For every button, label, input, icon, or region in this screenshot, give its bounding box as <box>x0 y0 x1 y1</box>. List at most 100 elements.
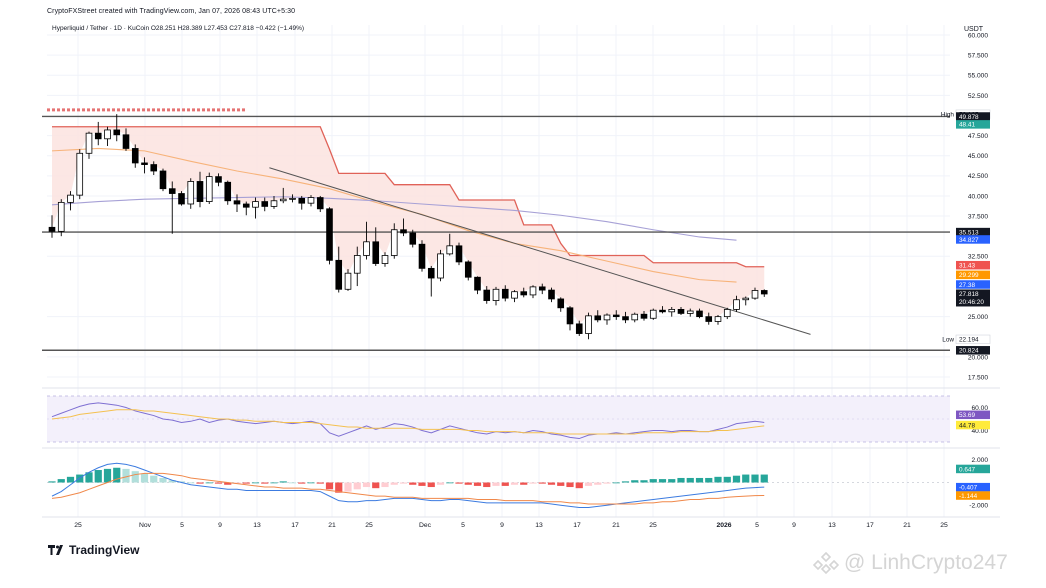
macd-histogram-bar <box>455 482 463 484</box>
macd-histogram-bar <box>140 473 149 483</box>
candle <box>714 315 722 325</box>
macd-histogram-bar <box>510 482 519 485</box>
candle-body <box>215 176 222 183</box>
candle <box>437 249 444 282</box>
candle-body <box>631 313 639 321</box>
macd-histogram-bar <box>668 479 676 483</box>
candle-body <box>270 200 278 207</box>
time-axis-layer[interactable]: 25 Nov 5 9 13 17 21 25 Dec 5 9 13 17 21 25 2026 5 9 13 17 21… <box>74 522 948 529</box>
macd-histogram-bar <box>529 482 537 484</box>
macd-line <box>51 462 765 508</box>
macd-histogram-bar <box>85 472 93 483</box>
candle-body <box>57 201 65 232</box>
candle-body <box>261 201 269 207</box>
macd-histogram-bar <box>686 477 694 483</box>
rsi-axis-badge-value: 44.78 <box>959 422 975 429</box>
candle-body <box>686 310 694 314</box>
macd-histogram-bar <box>362 482 371 488</box>
price-axis-badge-value: 22.194 <box>959 337 979 344</box>
macd-histogram-bar <box>325 482 334 490</box>
macd-histogram-bar <box>418 482 426 486</box>
ma-fast-line <box>51 147 737 283</box>
candle <box>760 289 768 297</box>
candle <box>141 157 148 174</box>
candle-body <box>446 245 454 255</box>
time-tick-label: Nov <box>139 522 152 529</box>
macd-histogram-bar <box>168 480 176 483</box>
binance-square-logo-icon <box>812 551 840 575</box>
candle-body <box>122 134 130 149</box>
candle-body <box>400 229 407 234</box>
candle-body <box>298 197 306 204</box>
macd-histogram-bar <box>751 474 759 483</box>
candle-body <box>224 181 232 202</box>
candle <box>686 308 694 317</box>
rsi-axis-badge <box>956 410 990 420</box>
macd-axis-badge-value: -1.144 <box>959 493 978 500</box>
candle <box>122 128 130 151</box>
price-extreme-prefix: High <box>941 112 955 119</box>
macd-histogram-bar <box>612 482 620 484</box>
candle <box>353 246 361 287</box>
macd-histogram-bar <box>224 482 232 485</box>
macd-axis-badge <box>956 482 990 492</box>
candle <box>67 191 74 211</box>
candle-body <box>85 132 93 154</box>
macd-histogram-bar <box>723 476 731 483</box>
macd-histogram-bar <box>436 482 445 485</box>
candle <box>316 195 324 213</box>
macd-signal-line <box>51 472 765 505</box>
candle-body <box>696 310 703 318</box>
candle <box>326 207 333 265</box>
price-axis-badge-value: 27.818 <box>959 291 979 298</box>
macd-histogram-bar <box>658 479 667 483</box>
indicator-lines-layer <box>42 115 950 351</box>
time-tick-label: 13 <box>535 522 543 529</box>
price-axis-badge-value: 35.513 <box>959 229 979 236</box>
candle-body <box>566 307 574 325</box>
candle-body <box>714 316 722 322</box>
macd-tick-label: 2.000 <box>971 457 988 464</box>
candle <box>205 172 213 204</box>
candle <box>603 313 611 325</box>
candle <box>474 276 481 295</box>
price-axis-badge <box>956 280 990 289</box>
candle <box>178 191 185 206</box>
candle-body <box>723 309 731 318</box>
macd-histogram-bar <box>409 482 417 485</box>
supertrend-line <box>52 126 765 268</box>
macd-histogram-bar <box>94 470 102 483</box>
macd-histogram-bar <box>122 468 130 483</box>
candle-body <box>437 253 444 279</box>
chart-canvas[interactable]: 60.000 57.500 55.000 52.500 47.500 45.000 42.5… <box>42 5 1000 565</box>
rsi-line <box>51 402 765 440</box>
price-axis-badge <box>956 112 990 121</box>
candle <box>372 227 380 266</box>
macd-histogram-bar <box>66 476 75 483</box>
candle <box>538 283 546 295</box>
price-axis-badge-value: 20.824 <box>959 348 979 355</box>
price-tick-label: 40.000 <box>968 193 989 200</box>
macd-histogram-bar <box>288 482 297 484</box>
tradingview-branding[interactable]: TradingView <box>48 543 139 557</box>
candles-layer[interactable] <box>48 114 768 340</box>
time-tick-label: 9 <box>792 522 796 529</box>
candle <box>492 286 500 306</box>
candle <box>501 285 509 302</box>
price-axis-badge <box>956 289 990 307</box>
candle <box>215 173 222 187</box>
candle-body <box>316 197 324 210</box>
price-axis-badge <box>956 346 990 355</box>
candle <box>224 180 232 205</box>
price-axis-badge <box>956 120 990 129</box>
macd-histogram-bar <box>677 477 685 483</box>
candle-body <box>353 255 361 274</box>
price-axis-layer[interactable]: 60.000 57.500 55.000 52.500 47.500 45.000 42.5… <box>941 32 991 510</box>
candle-body <box>242 203 250 208</box>
macd-histogram-bar <box>242 482 250 484</box>
price-tick-label: 25.000 <box>968 314 989 321</box>
time-tick-label: 21 <box>328 522 336 529</box>
symbol-ohlc-legend[interactable]: Hyperliquid / Tether · 1D · KuCoin O28.2… <box>52 25 305 32</box>
candle-body <box>196 181 204 202</box>
